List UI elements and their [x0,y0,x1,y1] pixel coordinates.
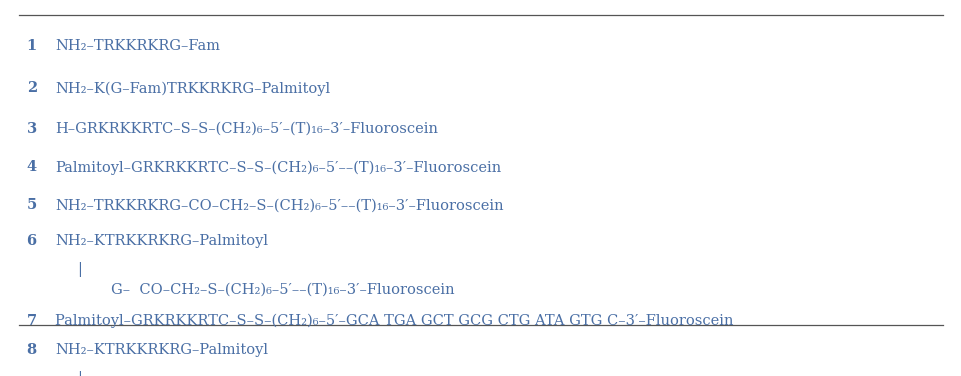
Text: NH₂–K(G–Fam)TRKKRKRG–Palmitoyl: NH₂–K(G–Fam)TRKKRKRG–Palmitoyl [55,81,330,96]
Text: 7: 7 [27,314,37,328]
Text: NH₂–KTRKKRKRG–Palmitoyl: NH₂–KTRKKRKRG–Palmitoyl [55,234,267,248]
Text: 6: 6 [27,234,37,248]
Text: G–  CO–CH₂–S–(CH₂)₆–5′––(T)₁₆–3′–Fluoroscein: G– CO–CH₂–S–(CH₂)₆–5′––(T)₁₆–3′–Fluorosc… [111,282,455,296]
Text: Palmitoyl–GRKRKKRTC–S–S–(CH₂)₆–5′–GCA TGA GCT GCG CTG ATA GTG C–3′–Fluoroscein: Palmitoyl–GRKRKKRTC–S–S–(CH₂)₆–5′–GCA TG… [55,314,732,328]
Text: 4: 4 [27,160,37,174]
Text: NH₂–TRKKRKRG–Fam: NH₂–TRKKRKRG–Fam [55,39,220,53]
Text: 8: 8 [27,344,37,358]
Text: |: | [78,371,83,376]
Text: NH₂–KTRKKRKRG–Palmitoyl: NH₂–KTRKKRKRG–Palmitoyl [55,344,267,358]
Text: 3: 3 [27,122,37,136]
Text: NH₂–TRKKRKRG–CO–CH₂–S–(CH₂)₆–5′––(T)₁₆–3′–Fluoroscein: NH₂–TRKKRKRG–CO–CH₂–S–(CH₂)₆–5′––(T)₁₆–3… [55,198,503,212]
Text: |: | [78,262,83,277]
Text: Palmitoyl–GRKRKKRTC–S–S–(CH₂)₆–5′––(T)₁₆–3′–Fluoroscein: Palmitoyl–GRKRKKRTC–S–S–(CH₂)₆–5′––(T)₁₆… [55,160,501,175]
Text: H–GRKRKKRTC–S–S–(CH₂)₆–5′–(T)₁₆–3′–Fluoroscein: H–GRKRKKRTC–S–S–(CH₂)₆–5′–(T)₁₆–3′–Fluor… [55,122,437,136]
Text: 1: 1 [27,39,37,53]
Text: 5: 5 [27,198,37,212]
Text: 2: 2 [27,81,37,95]
